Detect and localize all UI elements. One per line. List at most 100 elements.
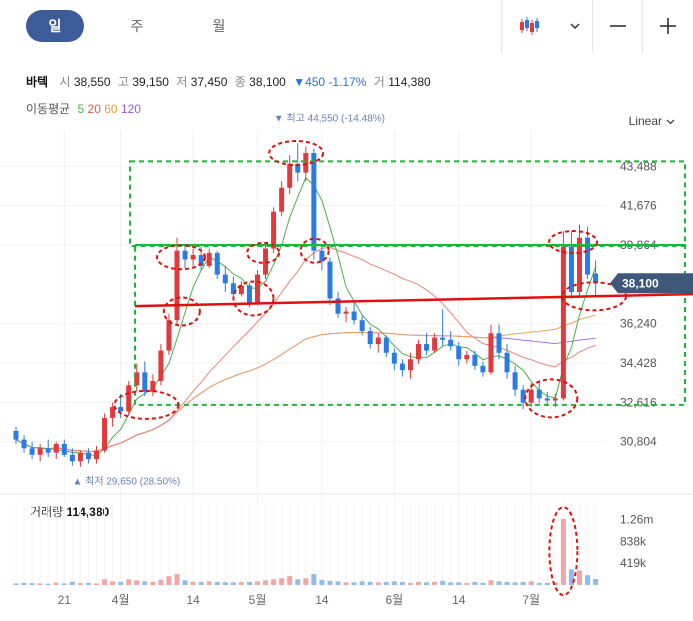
candle-body (335, 298, 341, 314)
volume-bar (544, 582, 550, 585)
candle (158, 344, 164, 386)
candle (407, 352, 413, 379)
candle-body (472, 354, 478, 366)
volume-header: 거래량 114,380 (30, 503, 109, 520)
volume-bar (303, 578, 309, 585)
candle-body (198, 255, 204, 266)
ma60-legend[interactable]: 60 (104, 102, 118, 116)
candle (238, 281, 244, 297)
highlight-ellipse (162, 296, 201, 327)
ma-label: 이동평균 (26, 102, 71, 116)
high-annotation: ▼ 최고 44,550 (-14.48%) (274, 112, 385, 124)
candle-body (142, 372, 148, 392)
candle-body (110, 407, 116, 418)
volume-bar (214, 581, 220, 585)
highlight-ellipse (113, 389, 180, 420)
volume-bar (375, 582, 381, 585)
zoom-in-button[interactable] (643, 0, 693, 52)
candle-body (424, 344, 430, 351)
x-tick-label: 7월 (522, 593, 540, 607)
volume-bar (295, 579, 301, 585)
close-label: 종 (234, 75, 246, 89)
candle-body (53, 443, 59, 453)
volume-bar (166, 576, 172, 585)
volume-bar (13, 583, 19, 585)
volume-bar (206, 581, 212, 585)
ma5-legend[interactable]: 5 (77, 102, 85, 116)
volume-bar (150, 581, 156, 585)
candle (29, 441, 35, 460)
volume-bar (440, 580, 446, 585)
volume-bar (279, 578, 285, 585)
candle-body (206, 252, 212, 266)
volume-bar (424, 582, 430, 585)
price-tick-label: 41,676 (620, 199, 657, 213)
tab-daily[interactable]: 일 (26, 10, 84, 42)
ma20-legend[interactable]: 20 (87, 102, 101, 116)
candle (126, 380, 132, 416)
candle (440, 309, 446, 347)
chevron-down-icon (666, 119, 675, 124)
candle-body (311, 153, 317, 251)
volume-bar (496, 581, 502, 585)
candle (464, 350, 470, 364)
candle-body (544, 398, 550, 401)
price-tick-label: 30,804 (620, 435, 657, 449)
volume-bar (343, 582, 349, 585)
volume-bar (222, 582, 228, 585)
candle-body (319, 250, 325, 262)
candle-body (496, 333, 502, 353)
volume-bar (37, 583, 43, 585)
candle (77, 450, 83, 467)
volume-bar (359, 581, 365, 585)
volume-bar (391, 581, 397, 585)
candle (287, 155, 293, 195)
volume-tick-label: 838k (620, 534, 647, 548)
volume-bar (528, 581, 534, 585)
tab-weekly[interactable]: 주 (130, 18, 144, 34)
chart-tools (501, 0, 693, 52)
ma120-legend[interactable]: 120 (120, 102, 141, 116)
volume-bar (585, 575, 591, 585)
tab-monthly[interactable]: 월 (212, 18, 226, 34)
candle (53, 441, 59, 460)
zoom-out-button[interactable] (593, 0, 643, 52)
volume-tick-label: 1.26m (620, 512, 653, 526)
chevron-down-icon (569, 23, 580, 30)
volume-bar (134, 580, 140, 585)
candle (190, 248, 196, 266)
scale-label: Linear (628, 114, 662, 128)
period-tabs: 일 주 월 (26, 10, 248, 42)
volume-bar (182, 580, 188, 585)
volume-bar (53, 582, 59, 585)
low-value: 37,450 (190, 75, 228, 89)
chart-type-dropdown[interactable] (557, 0, 593, 52)
candle (311, 148, 317, 260)
volume-bar (351, 582, 357, 585)
candle-body (585, 237, 591, 275)
scale-dropdown[interactable]: Linear (629, 114, 675, 128)
volume-bar (238, 582, 244, 585)
candle (166, 313, 172, 355)
volume-bar (94, 583, 99, 585)
volume-highlight-ellipse (548, 506, 579, 597)
candle-body (246, 285, 252, 303)
volume-header-label: 거래량 (30, 505, 64, 519)
candle-body (214, 252, 220, 275)
candle-body (158, 350, 164, 381)
candle-body (367, 331, 373, 345)
chart-type-button[interactable] (501, 0, 557, 52)
volume-bar (520, 581, 526, 585)
volume-bar (488, 580, 494, 585)
candle (585, 226, 591, 279)
candle-body (303, 153, 309, 173)
candle (448, 331, 454, 351)
candle-body (94, 450, 99, 460)
highlight-ellipse (560, 281, 627, 312)
candle-body (222, 274, 228, 284)
candle (472, 350, 478, 371)
volume-bar (577, 570, 582, 585)
candle-body (126, 385, 132, 412)
price-summary: 바텍 시 38,550 고 39,150 저 37,450 종 38,100 ▼… (26, 73, 435, 90)
